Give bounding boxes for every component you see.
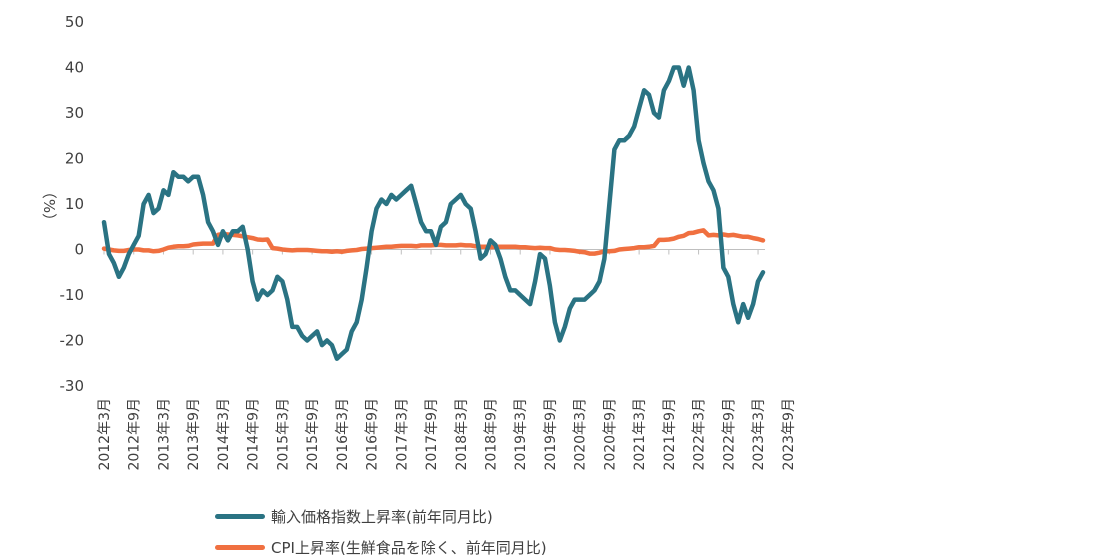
y-axis-ticks: 50 40 30 20 10 0 -10 -20 -30 [60,13,85,395]
y-tick-label: 20 [65,150,84,168]
x-tick-label: 2020年9月 [602,398,618,471]
x-tick-label: 2015年9月 [305,398,321,471]
x-tick-label: 2022年3月 [692,398,708,471]
y-tick-label: 50 [65,13,84,31]
x-tick-label: 2020年3月 [573,398,589,471]
legend-label-import-price: 輸入価格指数上昇率(前年同月比) [271,508,493,526]
x-tick-label: 2012年3月 [97,398,113,471]
x-tick-label: 2023年9月 [781,398,797,471]
x-tick-label: 2017年9月 [424,398,440,471]
x-tick-label: 2021年9月 [662,398,678,471]
x-tick-label: 2015年3月 [275,398,291,471]
legend-item-cpi: CPI上昇率(生鮮食品を除く、前年同月比) [215,537,547,558]
x-tick-label: 2013年3月 [156,398,172,471]
x-tick-label: 2016年3月 [335,398,351,471]
x-tick-label: 2019年9月 [543,398,559,471]
cpi-series-line [101,228,766,256]
import-price-series-line [101,65,766,361]
x-tick-label: 2021年3月 [632,398,648,471]
x-tick-label: 2016年9月 [365,398,381,471]
y-tick-label: 40 [65,59,84,77]
y-tick-label: 0 [74,241,84,259]
x-tick-label: 2012年9月 [127,398,143,471]
legend-swatch-import-price [215,514,265,519]
y-tick-label: -30 [60,377,85,395]
zero-baseline [103,249,765,255]
x-axis-ticks: 2012年3月 2012年9月 2013年3月 2013年9月 2014年3月 2014年… [97,398,797,471]
series-lines [101,65,766,361]
x-tick-label: 2014年9月 [246,398,262,471]
x-tick-label: 2019年3月 [513,398,529,471]
x-tick-label: 2018年9月 [483,398,499,471]
x-tick-label: 2018年3月 [454,398,470,471]
legend-label-cpi: CPI上昇率(生鮮食品を除く、前年同月比) [271,539,547,557]
x-tick-label: 2014年3月 [216,398,232,471]
legend-item-import-price: 輸入価格指数上昇率(前年同月比) [215,506,493,527]
x-tick-label: 2017年3月 [394,398,410,471]
x-tick-label: 2023年3月 [751,398,767,471]
y-axis-label: （%） [40,184,58,228]
y-tick-label: -20 [60,332,85,350]
legend-swatch-cpi [215,545,265,550]
y-tick-label: -10 [60,286,85,304]
x-tick-label: 2022年9月 [721,398,737,471]
y-tick-label: 10 [65,195,84,213]
y-tick-label: 30 [65,104,84,122]
x-tick-label: 2013年9月 [186,398,202,471]
